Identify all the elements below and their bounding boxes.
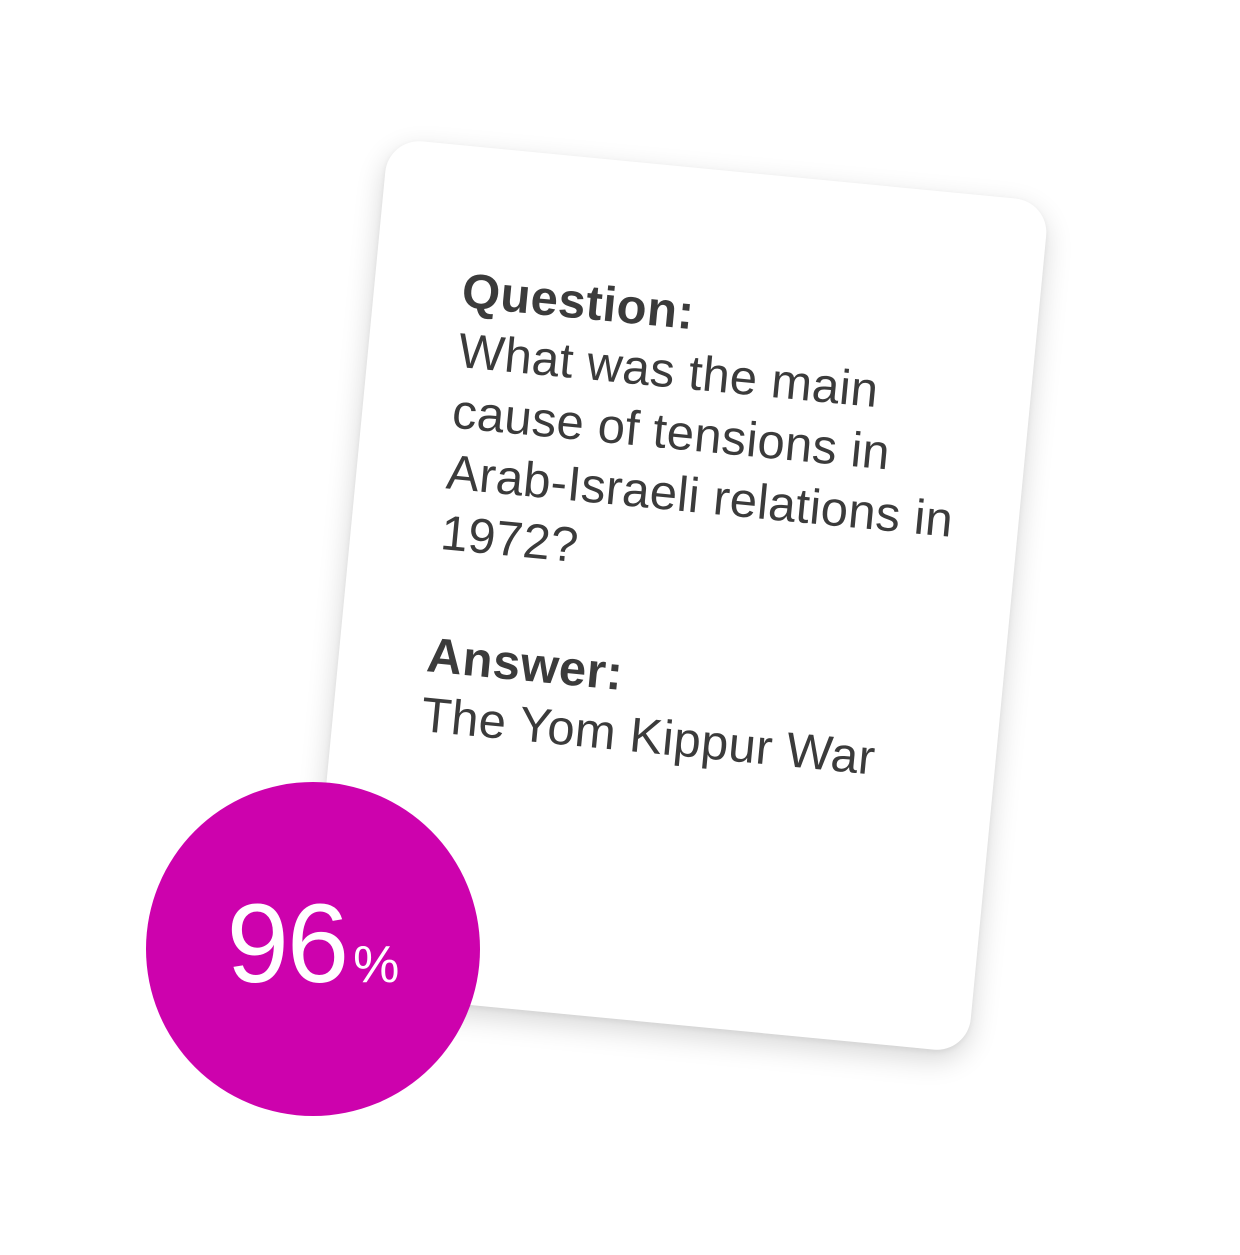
answer-block: Answer: The Yom Kippur War [418, 625, 963, 797]
score-badge-content: 96 % [227, 888, 400, 1000]
score-value: 96 [226, 881, 350, 1006]
score-badge: 96 % [146, 782, 480, 1116]
question-text: What was the main cause of tensions in A… [438, 323, 956, 574]
score-unit: % [353, 936, 400, 994]
question-block: Question: What was the main cause of ten… [436, 261, 999, 615]
